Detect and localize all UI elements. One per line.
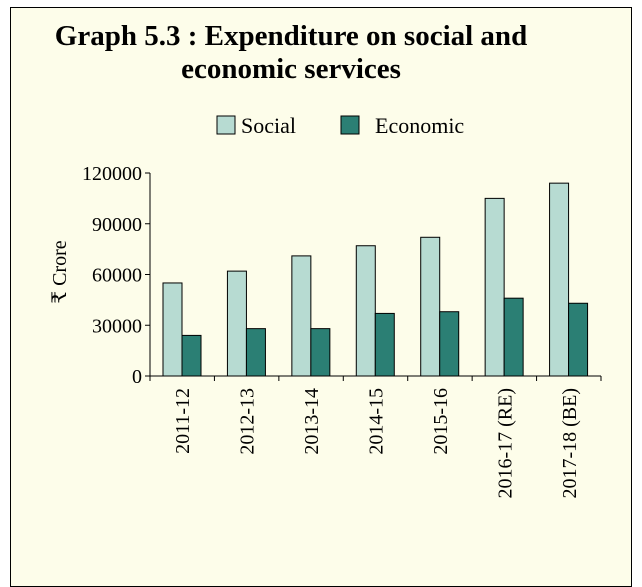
- bar-social-2015-16: [420, 236, 441, 377]
- x-tick-label: 2012-13: [237, 388, 259, 455]
- bar-economic-2014-15: [374, 312, 395, 377]
- legend-swatch-social: [216, 115, 236, 135]
- x-tick-label: 2015-16: [430, 388, 452, 455]
- x-axis: 2011-12 2012-13 2013-14 2014-15 2015-16 2016-…: [149, 375, 602, 499]
- x-tick-label: 2011-12: [172, 388, 194, 454]
- legend-swatch-economic: [340, 115, 360, 135]
- y-tick-label: 60000: [92, 265, 142, 287]
- bar-economic-2017-18-be: [568, 302, 589, 377]
- y-tick-label: 0: [132, 366, 142, 388]
- legend-label-economic: Economic: [375, 113, 464, 138]
- chart-title-line-2: economic services: [181, 53, 401, 85]
- bar-economic-2015-16: [439, 311, 460, 377]
- bar-social-2013-14: [291, 255, 312, 377]
- y-tick-label: 30000: [92, 315, 142, 337]
- bar-social-2011-12: [162, 282, 183, 377]
- bar-chart: Social Economic 0 30000 60000 90000 120000 2…: [49, 113, 602, 499]
- bar-social-2012-13: [226, 270, 247, 377]
- bar-economic-2013-14: [310, 328, 331, 377]
- legend-label-social: Social: [241, 113, 296, 138]
- x-tick-label: 2013-14: [301, 388, 323, 455]
- y-tick-label: 90000: [92, 214, 142, 236]
- chart-legend: Social Economic: [216, 113, 464, 138]
- bar-economic-2012-13: [245, 328, 266, 377]
- bar-social-2014-15: [355, 245, 376, 377]
- bar-economic-2016-17-re: [503, 297, 524, 377]
- bar-social-2017-18-be: [549, 182, 570, 377]
- bars: [162, 182, 589, 377]
- x-tick-label: 2014-15: [366, 388, 388, 455]
- bar-economic-2011-12: [181, 334, 202, 377]
- chart-title-line-1: Graph 5.3 : Expenditure on social and: [54, 20, 528, 52]
- y-axis: 0 30000 60000 90000 120000: [82, 163, 151, 388]
- x-tick-label: 2016-17 (RE): [494, 388, 516, 499]
- bar-social-2016-17-re: [484, 197, 505, 377]
- x-tick-label: 2017-18 (BE): [559, 388, 581, 499]
- y-tick-label: 120000: [82, 163, 142, 185]
- chart-frame: Graph 5.3 : Expenditure on social and ec…: [10, 7, 632, 587]
- chart-title: Graph 5.3 : Expenditure on social and ec…: [11, 20, 571, 86]
- y-axis-label: ₹ Crore: [49, 240, 71, 303]
